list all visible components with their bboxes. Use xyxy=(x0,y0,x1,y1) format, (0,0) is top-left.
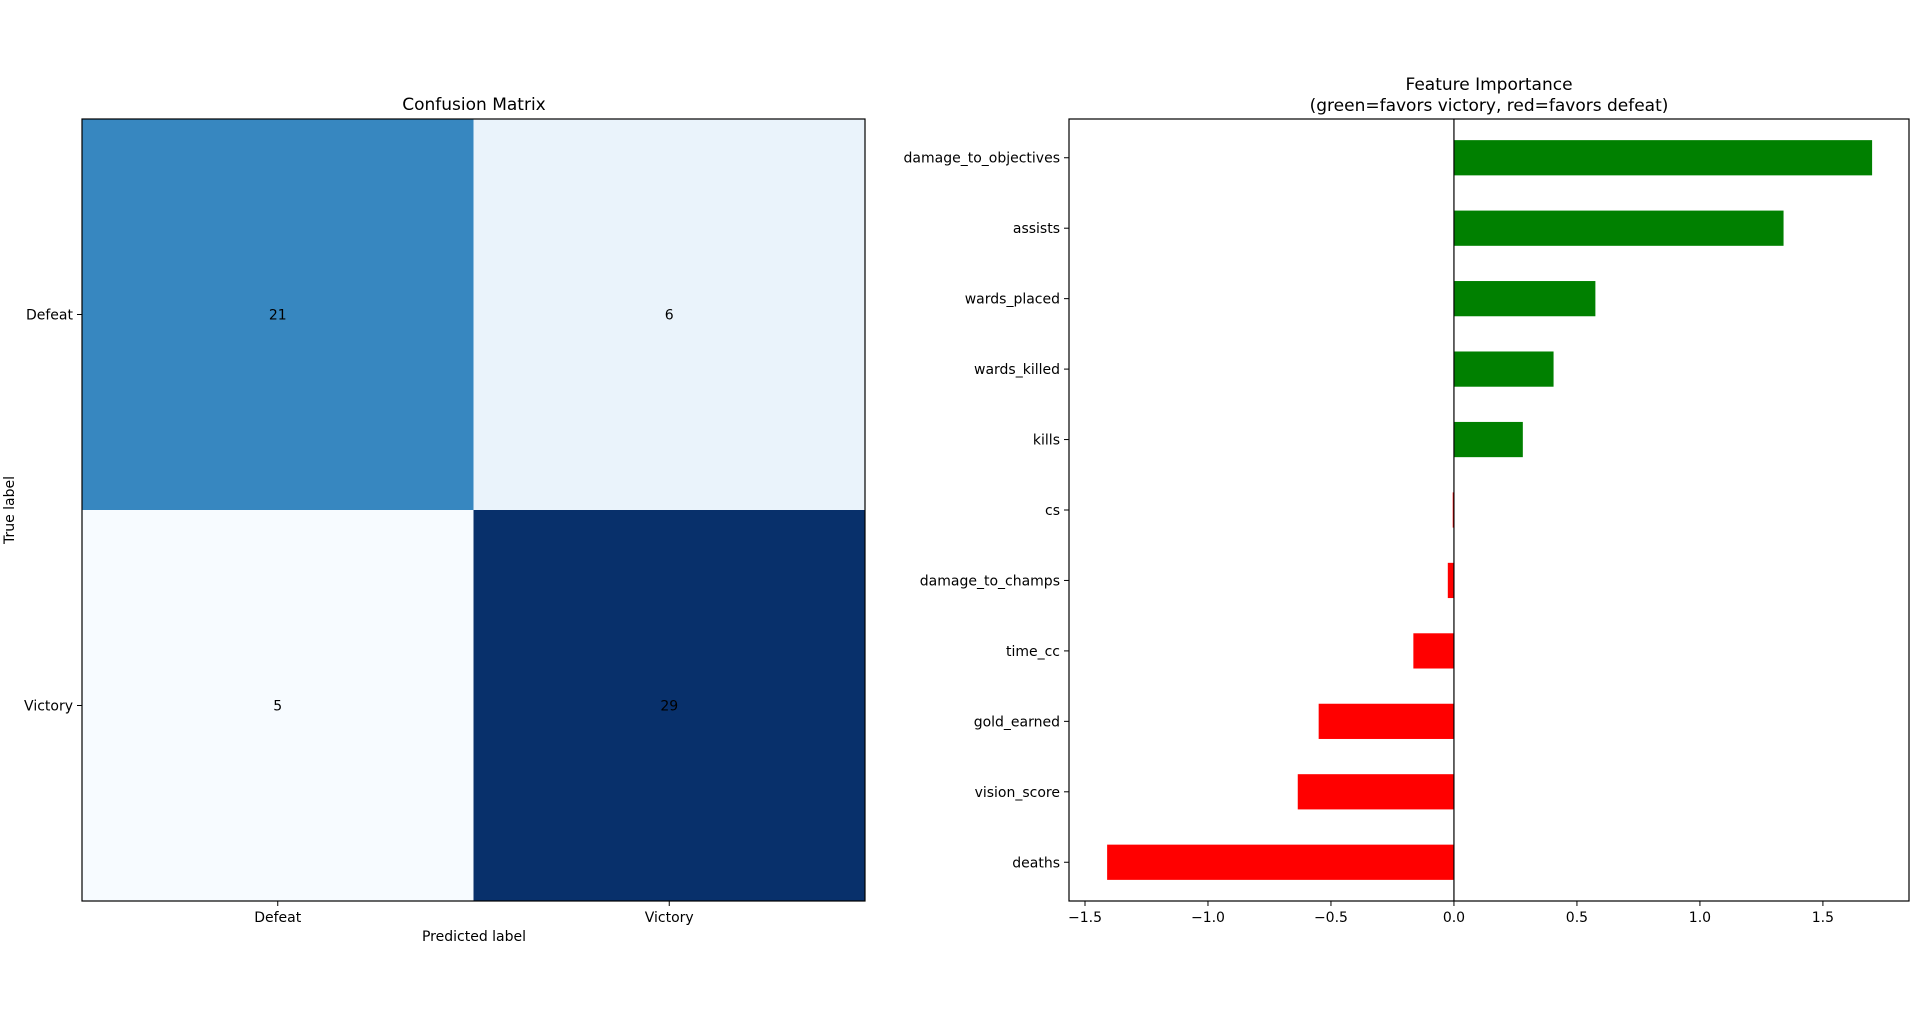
feature-importance-title: Feature Importance xyxy=(1405,75,1572,95)
x-tick-label: −0.5 xyxy=(1314,910,1348,926)
matrix-cell xyxy=(82,119,474,510)
x-tick-label: 1.5 xyxy=(1812,910,1834,926)
feature-importance-chart: Feature Importance (green=favors victory… xyxy=(904,75,1910,926)
bar-damage_to_champs xyxy=(1447,562,1454,599)
x-tick-label: 0.5 xyxy=(1566,910,1588,926)
y-tick-label: gold_earned xyxy=(974,714,1060,730)
matrix-cell xyxy=(473,510,865,901)
y-tick-label: Victory xyxy=(24,699,73,715)
y-tick-label: damage_to_objectives xyxy=(904,151,1060,167)
bar-deaths xyxy=(1107,844,1454,880)
confusion-matrix-title: Confusion Matrix xyxy=(402,95,546,115)
x-tick-label: 1.0 xyxy=(1689,910,1711,926)
y-tick-label: wards_killed xyxy=(974,362,1060,378)
confusion-matrix-frame xyxy=(81,118,866,902)
feature-importance-subtitle: (green=favors victory, red=favors defeat… xyxy=(1310,96,1669,116)
y-tick-label: cs xyxy=(1045,503,1060,519)
y-tick-label: time_cc xyxy=(1006,644,1060,660)
matrix-cell xyxy=(473,119,865,510)
y-tick-label: vision_score xyxy=(975,785,1060,801)
y-tick-label: deaths xyxy=(1012,855,1060,871)
x-tick-label: Defeat xyxy=(254,910,302,926)
bar-kills xyxy=(1453,421,1523,458)
y-tick-label: Defeat xyxy=(26,308,74,324)
y-tick-label: assists xyxy=(1013,221,1060,237)
matrix-cell xyxy=(82,510,474,901)
x-tick-label: −1.5 xyxy=(1068,910,1102,926)
cell-value: 5 xyxy=(273,699,282,715)
x-tick-label: −1.0 xyxy=(1191,910,1225,926)
bar-damage_to_objectives xyxy=(1453,140,1873,176)
x-tick-label: 0.0 xyxy=(1443,910,1465,926)
y-tick-label: wards_placed xyxy=(965,292,1060,308)
bar-vision_score xyxy=(1297,774,1454,810)
confusion-matrix-chart: Confusion Matrix 21 6 5 29 Defeat Victory Def… xyxy=(2,95,866,945)
cell-value: 6 xyxy=(665,308,674,324)
cell-value: 21 xyxy=(269,308,287,324)
bar-assists xyxy=(1453,210,1784,246)
cell-value: 29 xyxy=(660,699,678,715)
bar-gold_earned xyxy=(1318,703,1454,739)
bar-wards_killed xyxy=(1453,351,1554,387)
x-axis-label: Predicted label xyxy=(422,929,526,945)
y-tick-label: damage_to_champs xyxy=(920,573,1060,589)
x-tick-label: Victory xyxy=(645,910,694,926)
bar-time_cc xyxy=(1413,633,1454,669)
y-axis-label: True label xyxy=(2,476,18,545)
y-tick-label: kills xyxy=(1033,433,1060,449)
bar-wards_placed xyxy=(1453,281,1596,317)
